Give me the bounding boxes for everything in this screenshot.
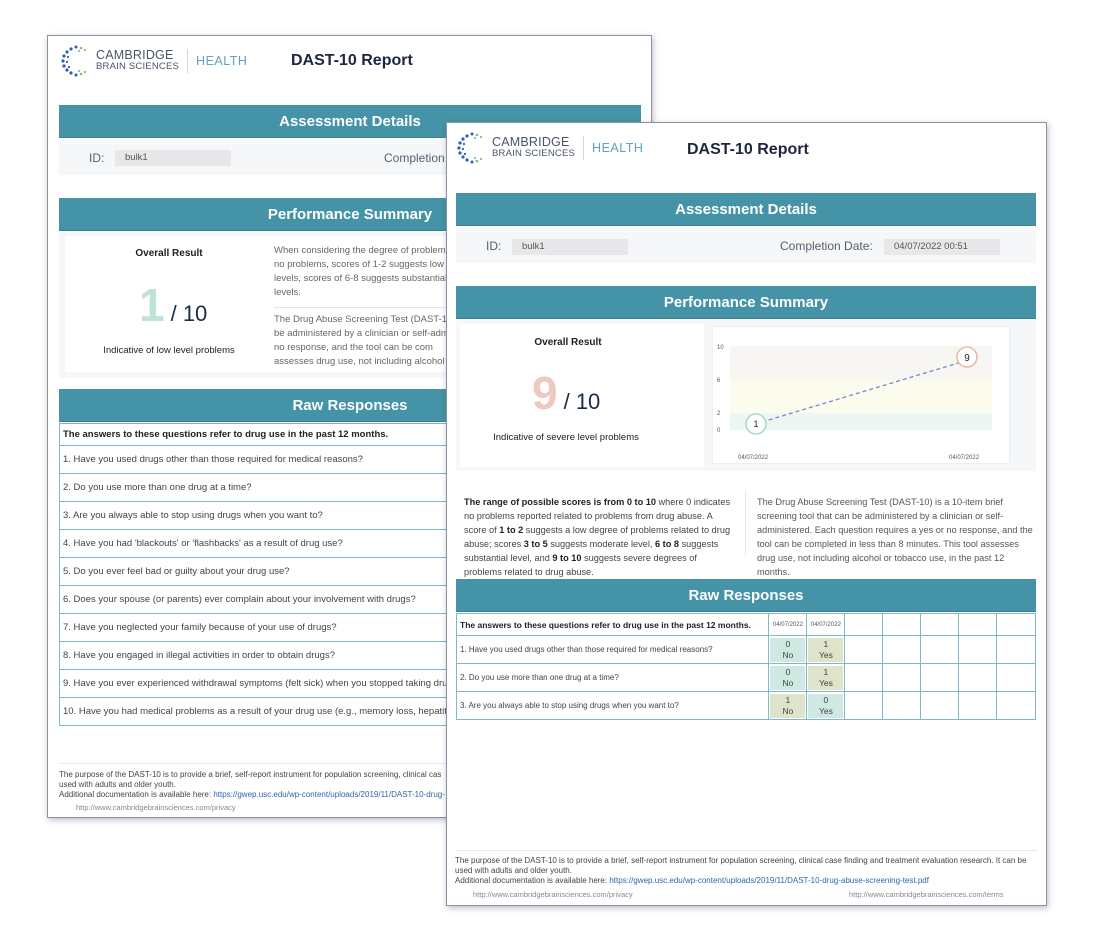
response-cell: 0 No — [768, 663, 808, 692]
brand-logo: CAMBRIDGE BRAIN SCIENCES HEALTH — [456, 130, 643, 166]
score-out-of: / 10 — [170, 301, 208, 326]
date-column-header: 04/07/2022 — [806, 613, 846, 636]
score-value: 1 — [139, 279, 165, 331]
score-interpretation: Indicative of low level problems — [103, 345, 235, 356]
data-point-2 — [956, 346, 978, 368]
table-header-row: The answers to these questions refer to … — [455, 613, 1036, 636]
score-out-of: / 10 — [563, 389, 601, 414]
cbs-logo-icon — [457, 132, 483, 164]
overall-result-title: Overall Result — [135, 248, 203, 259]
privacy-link[interactable]: http://www.cambridgebrainsciences.com/pr… — [76, 803, 236, 812]
svg-text:2: 2 — [717, 411, 721, 417]
report-title: DAST-10 Report — [687, 141, 809, 158]
svg-text:04/07/2022: 04/07/2022 — [738, 455, 769, 461]
dast-description: The Drug Abuse Screening Test (DAST-10 b… — [274, 314, 453, 367]
id-value: bulk1 — [115, 150, 231, 166]
score-history-chart: 10 6 2 0 1 9 04/07/2022 04/07/2022 — [712, 326, 1010, 464]
footer-divider — [456, 850, 1038, 851]
overall-score: 9 / 10 — [532, 370, 600, 416]
score-line-chart: 10 6 2 0 1 9 04/07/2022 04/07/2022 — [717, 345, 992, 461]
footer-divider — [59, 763, 649, 764]
svg-text:6: 6 — [717, 378, 721, 384]
response-cell: 0 No — [768, 635, 808, 664]
score-range-text: When considering the degree of problems … — [274, 245, 451, 298]
footer-text: The purpose of the DAST-10 is to provide… — [455, 856, 1027, 885]
score-value: 9 — [532, 367, 558, 419]
raw-responses-header: Raw Responses — [456, 579, 1036, 612]
response-cell: 1 No — [768, 691, 808, 720]
response-cell: 1 Yes — [806, 635, 846, 664]
table-row: 3. Are you always able to stop using dru… — [455, 691, 1036, 720]
cbs-logo-icon — [61, 45, 87, 77]
id-value: bulk1 — [512, 239, 628, 255]
score-range-text: The range of possible scores is from 0 t… — [464, 497, 731, 577]
svg-text:10: 10 — [717, 345, 724, 351]
response-cell: 0 Yes — [806, 691, 846, 720]
svg-text:04/07/2022: 04/07/2022 — [949, 455, 980, 461]
logo-divider — [187, 49, 189, 73]
overall-score: 1 / 10 — [139, 282, 207, 328]
date-column-header: 04/07/2022 — [768, 613, 808, 636]
brand-product: HEALTH — [592, 141, 644, 155]
data-point-1 — [745, 413, 767, 435]
report-page-front: CAMBRIDGE BRAIN SCIENCES HEALTH DAST-10 … — [446, 122, 1047, 906]
assessment-details-panel: ID: bulk1 Completion Date: 04/07/2022 00… — [456, 227, 1036, 263]
svg-text:1: 1 — [753, 419, 758, 429]
terms-link[interactable]: http://www.cambridgebrainsciences.com/te… — [849, 890, 1004, 899]
overall-result-title: Overall Result — [534, 337, 602, 348]
performance-summary-header: Performance Summary — [456, 286, 1036, 319]
table-row: 1. Have you used drugs other than those … — [455, 635, 1036, 664]
performance-summary-panel: Overall Result 9 / 10 Indicative of seve… — [456, 320, 1036, 471]
table-row: 2. Do you use more than one drug at a ti… — [455, 663, 1036, 692]
assessment-details-header: Assessment Details — [456, 193, 1036, 226]
documentation-link[interactable]: https://gwep.usc.edu/wp-content/uploads/… — [213, 790, 445, 799]
documentation-link[interactable]: https://gwep.usc.edu/wp-content/uploads/… — [609, 876, 929, 885]
id-label: ID: — [486, 239, 502, 253]
score-interpretation: Indicative of severe level problems — [493, 432, 639, 443]
logo-divider — [583, 136, 585, 160]
completion-date-label: Completion Date: — [780, 239, 873, 253]
text-divider — [745, 491, 746, 555]
svg-text:0: 0 — [717, 428, 721, 434]
report-title: DAST-10 Report — [291, 52, 413, 69]
svg-text:9: 9 — [964, 353, 970, 364]
brand-name: CAMBRIDGE BRAIN SCIENCES — [96, 48, 180, 72]
response-cell: 1 Yes — [806, 663, 846, 692]
privacy-link[interactable]: http://www.cambridgebrainsciences.com/pr… — [473, 890, 633, 899]
brand-product: HEALTH — [196, 54, 248, 68]
dast-description: The Drug Abuse Screening Test (DAST-10) … — [757, 497, 1033, 577]
footer-text: The purpose of the DAST-10 is to provide… — [59, 770, 445, 799]
brand-logo: CAMBRIDGE BRAIN SCIENCES HEALTH — [60, 43, 247, 79]
raw-responses-table: The answers to these questions refer to … — [455, 613, 1036, 720]
id-label: ID: — [89, 151, 105, 165]
brand-name: CAMBRIDGE BRAIN SCIENCES — [492, 135, 576, 159]
completion-date-value: 04/07/2022 00:51 — [884, 239, 1000, 255]
